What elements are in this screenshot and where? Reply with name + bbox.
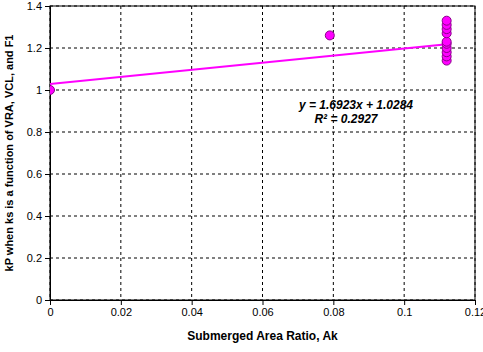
point bbox=[325, 31, 334, 40]
tick: 0.2 bbox=[27, 252, 50, 264]
point bbox=[50, 86, 55, 95]
tick-mark bbox=[45, 174, 50, 175]
tick-label: 0.02 bbox=[111, 306, 132, 318]
grid-line bbox=[333, 6, 334, 300]
tick: 0 bbox=[36, 294, 50, 306]
grid-line bbox=[50, 174, 475, 175]
tick-label: 0.6 bbox=[27, 168, 42, 180]
tick-label: 0.12 bbox=[465, 306, 483, 318]
plot-frame bbox=[50, 6, 475, 300]
tick-label: 0.08 bbox=[323, 306, 344, 318]
tick-mark bbox=[45, 132, 50, 133]
tick-mark bbox=[475, 300, 476, 305]
tick-label: 1.4 bbox=[27, 0, 42, 12]
y-axis-title: kP when ks is a function of VRA, VCL, an… bbox=[3, 35, 15, 272]
tick: 0.6 bbox=[27, 168, 50, 180]
x-axis-title: Submerged Area Ratio, Ak bbox=[187, 329, 338, 343]
grid-line bbox=[191, 6, 192, 300]
tick: 0.06 bbox=[252, 300, 273, 318]
grid bbox=[50, 6, 475, 300]
point bbox=[442, 16, 451, 25]
axis-line bbox=[51, 301, 476, 306]
tick-mark bbox=[45, 48, 50, 49]
marks bbox=[50, 16, 451, 94]
axis-line bbox=[45, 7, 51, 301]
tick: 0.1 bbox=[397, 300, 412, 318]
tick-label: 0 bbox=[47, 306, 53, 318]
tick: 0.8 bbox=[27, 126, 50, 138]
tick-mark bbox=[404, 300, 405, 305]
tick-mark bbox=[45, 90, 50, 91]
tick-mark bbox=[121, 300, 122, 305]
grid-line bbox=[262, 6, 263, 300]
tick-mark bbox=[45, 300, 50, 301]
tick-mark bbox=[333, 300, 334, 305]
tick-mark bbox=[263, 300, 264, 305]
tick: 0 bbox=[47, 300, 53, 318]
tick-label: 0.1 bbox=[397, 306, 412, 318]
tick: 0.12 bbox=[465, 300, 483, 318]
plot: 0 0.02 0.04 0.06 0.08 0.1 0.12 0 0.2 0.4 0.6 0.8 1 1.… bbox=[27, 0, 483, 318]
tick: 0.08 bbox=[323, 300, 344, 318]
tick-label: 1.2 bbox=[27, 42, 42, 54]
tick-mark bbox=[45, 6, 50, 7]
tick-label: 0.06 bbox=[252, 306, 273, 318]
trend-line bbox=[50, 44, 447, 84]
grid-line bbox=[404, 6, 405, 300]
grid-line bbox=[50, 216, 475, 217]
tick-label: 0.2 bbox=[27, 252, 42, 264]
tick-label: 0.4 bbox=[27, 210, 42, 222]
tick: 1.2 bbox=[27, 42, 50, 54]
grid-line bbox=[50, 258, 475, 259]
chart: 0 0.02 0.04 0.06 0.08 0.1 0.12 0 0.2 0.4 0.6 0.8 1 1.… bbox=[0, 0, 483, 352]
y-axis: 0 0.2 0.4 0.6 0.8 1 1.2 1.4 bbox=[27, 0, 51, 306]
annotation: R² = 0.2927 bbox=[314, 112, 378, 126]
grid-line bbox=[120, 6, 121, 300]
annotation: y = 1.6923x + 1.0284 bbox=[298, 98, 413, 112]
tick: 0.4 bbox=[27, 210, 50, 222]
tick-label: 0 bbox=[36, 294, 42, 306]
x-axis: 0 0.02 0.04 0.06 0.08 0.1 0.12 bbox=[47, 300, 483, 318]
grid-line bbox=[50, 90, 475, 91]
point bbox=[442, 37, 451, 46]
tick-mark bbox=[192, 300, 193, 305]
tick: 1.4 bbox=[27, 0, 50, 12]
tick-label: 0.04 bbox=[181, 306, 202, 318]
tick: 0.04 bbox=[181, 300, 202, 318]
tick-mark bbox=[45, 258, 50, 259]
tick: 0.02 bbox=[111, 300, 132, 318]
tick-label: 0.8 bbox=[27, 126, 42, 138]
tick-mark bbox=[45, 216, 50, 217]
tick: 1 bbox=[36, 84, 50, 96]
grid-line bbox=[50, 132, 475, 133]
tick-label: 1 bbox=[36, 84, 42, 96]
